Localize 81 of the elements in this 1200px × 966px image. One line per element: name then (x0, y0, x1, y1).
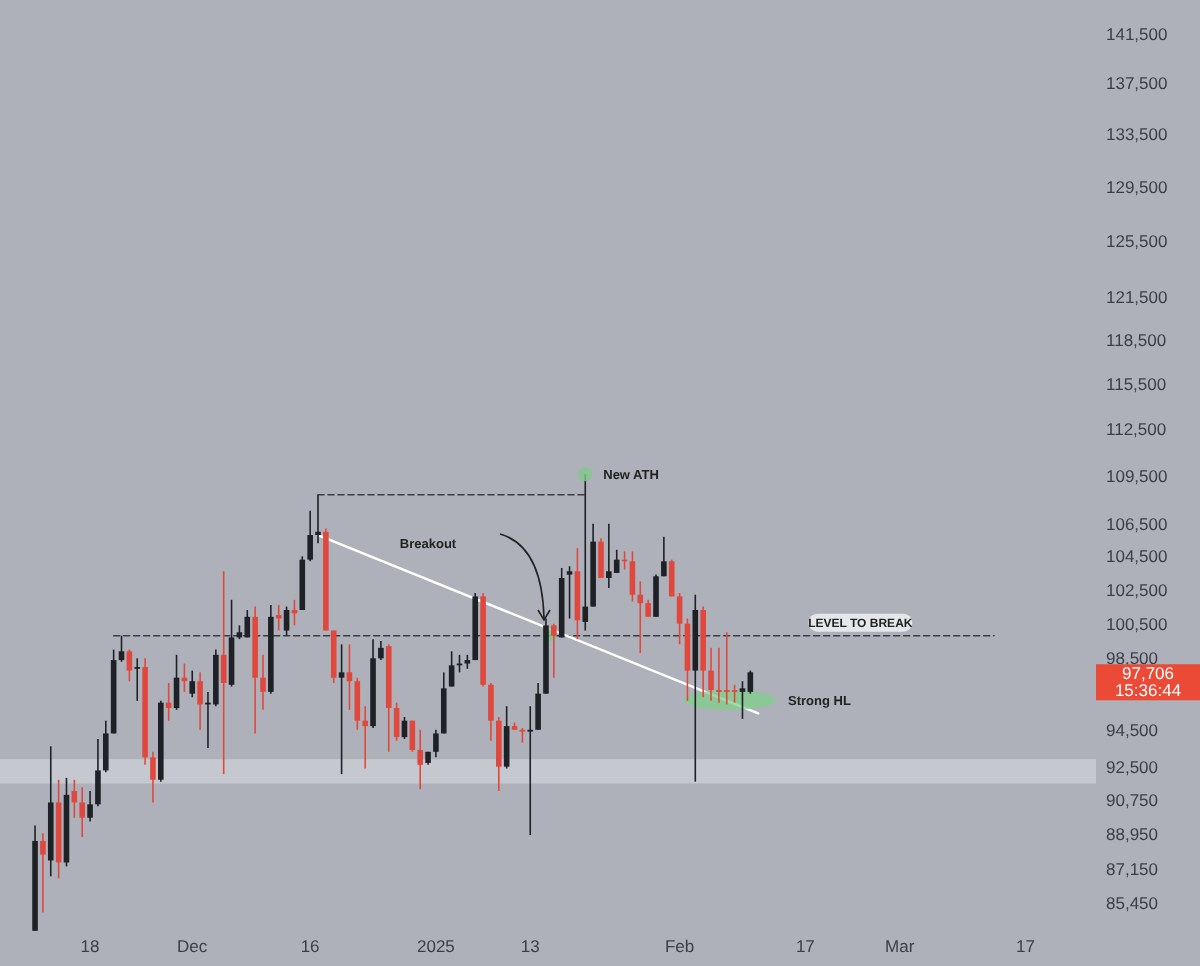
y-tick-label: 106,500 (1106, 513, 1168, 534)
annotation: 15:36:44 (1114, 680, 1182, 701)
y-tick-label: 100,500 (1106, 613, 1168, 634)
y-tick-label: 109,500 (1106, 465, 1168, 486)
y-tick-label: 137,500 (1106, 73, 1168, 94)
y-tick-label: 85,450 (1106, 893, 1159, 914)
y-tick-label: 141,500 (1106, 23, 1168, 44)
candlestick (551, 622, 557, 679)
x-tick-label: 2025 (417, 936, 456, 956)
y-tick-label: 121,500 (1106, 286, 1168, 307)
y-tick-label: 133,500 (1106, 124, 1168, 145)
y-tick-label: 104,500 (1106, 546, 1168, 567)
candlestick (95, 738, 101, 808)
candlestick (354, 676, 361, 731)
y-tick-label: 112,500 (1106, 419, 1167, 440)
y-tick-label: 88,950 (1106, 824, 1159, 845)
candlestick (338, 643, 345, 775)
x-tick-label: Feb (664, 936, 695, 956)
x-tick-label: 13 (520, 936, 541, 956)
y-tick-label: 94,500 (1106, 719, 1159, 740)
candlestick (228, 599, 235, 688)
candlestick (606, 522, 612, 589)
candlestick (87, 790, 93, 823)
x-tick-label: 16 (300, 936, 321, 956)
candlestick (283, 605, 290, 637)
candlestick (102, 719, 109, 774)
candlestick (307, 509, 313, 563)
candlestick (527, 705, 534, 836)
candlestick (448, 650, 455, 688)
candlestick (378, 640, 384, 661)
candlestick (747, 669, 754, 695)
candlestick (598, 537, 604, 579)
candlestick (40, 832, 46, 914)
x-tick-label: 18 (80, 936, 101, 956)
candlestick (440, 671, 447, 735)
candlestick (189, 669, 196, 699)
candlestick (503, 705, 510, 770)
candlestick (330, 629, 337, 684)
y-tick-label: 129,500 (1106, 176, 1168, 197)
candlestick (613, 548, 620, 574)
candlestick (668, 558, 675, 598)
candlestick (739, 680, 746, 720)
candlestick (488, 682, 494, 742)
candlestick (535, 682, 541, 731)
x-tick-label: Dec (177, 936, 209, 956)
candlestick (315, 493, 321, 545)
candlestick (126, 648, 133, 683)
candlestick (150, 751, 156, 804)
candlestick (708, 647, 714, 702)
candlestick (433, 728, 439, 759)
candlestick (629, 550, 636, 603)
candlestick (79, 786, 86, 838)
candlestick (417, 728, 423, 790)
candlestick (566, 565, 573, 620)
y-tick-label: 115,500 (1106, 373, 1167, 394)
annotation: 97,706 (1122, 663, 1175, 684)
candlestick (244, 609, 251, 639)
candlestick (118, 634, 125, 663)
candlestick (676, 592, 683, 646)
y-tick-label: 98,500 (1106, 648, 1159, 669)
y-tick-label: 102,500 (1106, 579, 1168, 600)
y-tick-label: 92,500 (1106, 756, 1159, 777)
candlestick (362, 705, 368, 770)
candlestick (653, 573, 659, 618)
candlestick (346, 643, 353, 711)
y-tick-label: 125,500 (1106, 230, 1168, 251)
candlestick (197, 671, 203, 731)
x-tick-label: Mar (885, 936, 915, 956)
candlestick (134, 657, 141, 702)
y-tick-label: 87,150 (1106, 859, 1159, 880)
candlestick (723, 631, 730, 706)
x-tick-label: 17 (1015, 936, 1036, 956)
candlestick (260, 654, 266, 711)
candlestick (716, 647, 722, 704)
candlestick (275, 604, 282, 632)
candlestick (637, 580, 644, 654)
candlestick (661, 535, 667, 578)
y-tick-label: 118,500 (1106, 329, 1167, 350)
x-tick-label: 17 (795, 936, 816, 956)
y-tick-label: 90,750 (1106, 789, 1159, 810)
candlestick (496, 716, 502, 792)
